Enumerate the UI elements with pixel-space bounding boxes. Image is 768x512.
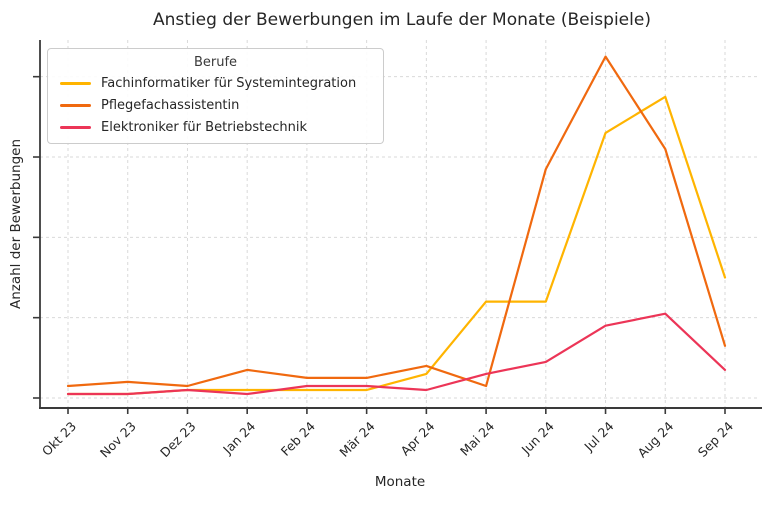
x-tick-label: Sep 24 (695, 418, 736, 459)
legend-item-label: Pflegefachassistentin (101, 97, 240, 113)
x-tick-label: Jun 24 (518, 418, 557, 457)
x-tick-label: Nov 23 (97, 419, 139, 461)
x-tick-label: Jul 24 (581, 418, 617, 454)
legend-item-fachinformatiker: Fachinformatiker für Systemintegration (56, 72, 375, 94)
x-tick-label: Apr 24 (398, 418, 438, 458)
legend-item-pflegefachassistentin: Pflegefachassistentin (56, 94, 375, 116)
x-tick-label: Aug 24 (634, 418, 676, 460)
legend: Berufe Fachinformatiker für Systemintegr… (47, 48, 384, 144)
legend-item-label: Elektroniker für Betriebstechnik (101, 119, 308, 135)
x-tick-label: Jan 24 (219, 418, 258, 457)
x-tick-label: Mai 24 (457, 418, 497, 458)
legend-title: Berufe (193, 55, 238, 70)
x-tick-label: Mär 24 (336, 418, 377, 459)
legend-line-swatch (60, 125, 91, 129)
legend-item-label: Fachinformatiker für Systemintegration (101, 75, 357, 91)
x-tick-label: Feb 24 (278, 418, 318, 458)
data-series-line (66, 312, 727, 396)
legend-item-elektroniker: Elektroniker für Betriebstechnik (56, 116, 375, 138)
legend-line-swatch (60, 81, 91, 85)
x-axis-title: Monate (374, 474, 426, 490)
x-tick-label: Dez 23 (157, 419, 199, 461)
x-tick-label: Okt 23 (39, 419, 79, 459)
data-series-line (66, 55, 727, 388)
legend-line-swatch (60, 103, 91, 107)
chart-title: Anstieg der Bewerbungen im Laufe der Mon… (153, 10, 651, 30)
